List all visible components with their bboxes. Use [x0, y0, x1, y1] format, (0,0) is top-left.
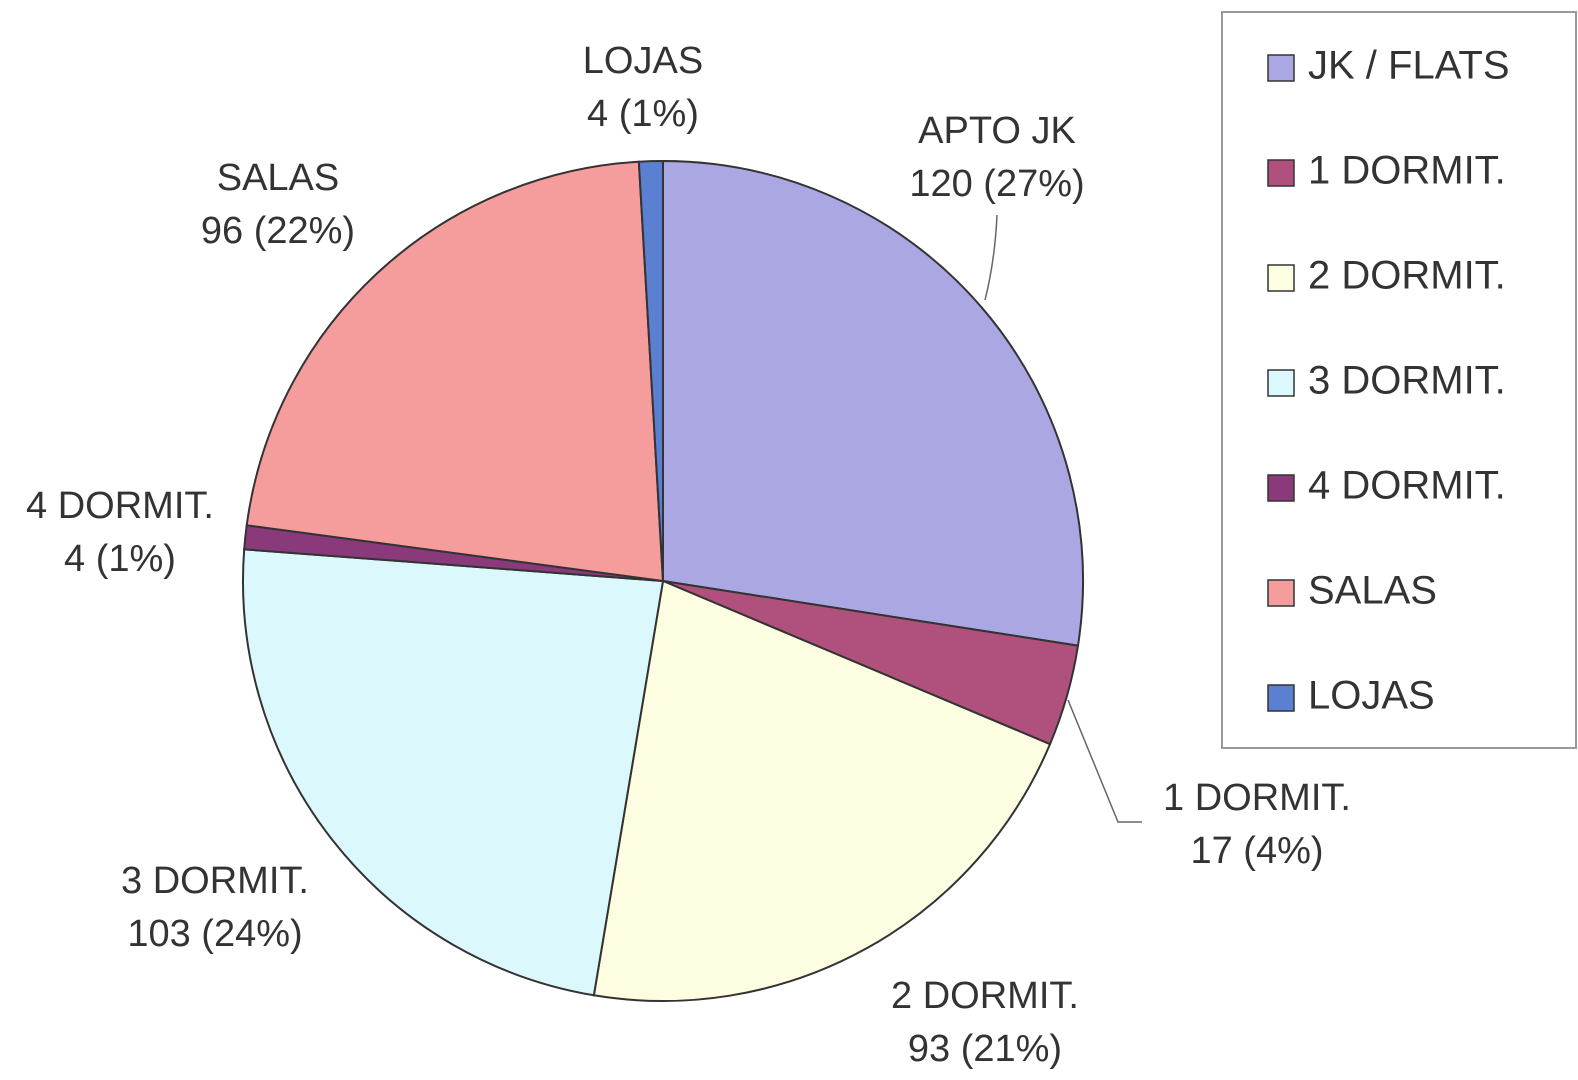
legend-swatch [1267, 474, 1295, 502]
value-label: 4 (1%) [64, 538, 176, 580]
legend-label: LOJAS [1308, 674, 1435, 718]
legend-label: JK / FLATS [1308, 44, 1510, 88]
slice-label: 2 DORMIT. [891, 975, 1079, 1017]
pie-slice [592, 579, 1052, 1002]
leader-line [1067, 699, 1142, 823]
legend-label: 4 DORMIT. [1308, 464, 1506, 508]
slice-label: APTO JK [918, 110, 1076, 152]
leader-line [984, 214, 998, 301]
value-label: 120 (27%) [909, 163, 1084, 205]
slice-label: 4 DORMIT. [26, 485, 214, 527]
legend-swatch [1267, 369, 1295, 397]
legend-swatch [1267, 684, 1295, 712]
value-label: 4 (1%) [587, 93, 699, 135]
value-label: 96 (22%) [201, 210, 355, 252]
slice-label: SALAS [217, 157, 340, 199]
legend-label: 1 DORMIT. [1308, 149, 1506, 193]
legend-swatch [1267, 54, 1295, 82]
pie-slice [245, 160, 665, 583]
legend-swatch [1267, 264, 1295, 292]
pie-slice [662, 159, 1084, 647]
value-label: 17 (4%) [1190, 830, 1323, 872]
legend-swatch [1267, 159, 1295, 187]
slice-label: LOJAS [583, 40, 703, 82]
legend-label: 2 DORMIT. [1308, 254, 1506, 298]
pie-slice [242, 548, 665, 997]
value-label: 103 (24%) [127, 913, 302, 955]
pie-slice [637, 159, 664, 582]
slice-label: 1 DORMIT. [1163, 777, 1351, 819]
legend-swatch [1267, 579, 1295, 607]
legend-label: 3 DORMIT. [1308, 359, 1506, 403]
legend-label: SALAS [1308, 569, 1437, 613]
slice-label: 3 DORMIT. [121, 860, 309, 902]
value-label: 93 (21%) [908, 1028, 1062, 1070]
